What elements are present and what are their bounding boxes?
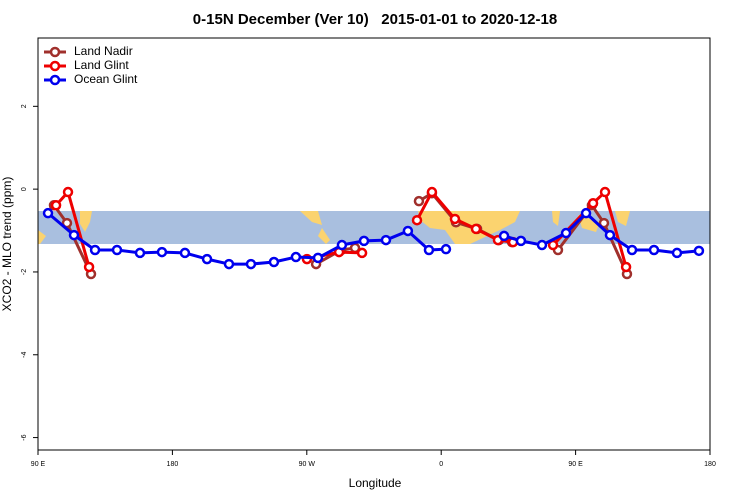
data-point — [83, 261, 95, 273]
x-tick-label: 0 — [439, 461, 443, 468]
data-point — [61, 217, 73, 229]
data-point — [201, 253, 213, 265]
plot-frame — [37, 37, 711, 451]
data-point — [423, 244, 435, 256]
data-point — [111, 244, 123, 256]
data-point — [134, 247, 146, 259]
data-point — [587, 197, 599, 209]
data-point — [89, 244, 101, 256]
data-point — [620, 261, 632, 273]
y-axis-label: XCO2 - MLO trend (ppm) — [0, 177, 14, 312]
data-point — [156, 246, 168, 258]
legend-marker — [49, 60, 61, 72]
data-point — [536, 239, 548, 251]
x-tick-label: 90 E — [568, 461, 583, 468]
data-point — [598, 217, 610, 229]
data-point — [356, 247, 368, 259]
data-point — [402, 225, 414, 237]
data-point — [449, 213, 461, 225]
data-point — [671, 247, 683, 259]
data-point — [268, 256, 280, 268]
legend-marker — [49, 46, 61, 58]
y-tick-label: 2 — [21, 104, 28, 108]
data-point — [50, 200, 62, 211]
data-point — [358, 235, 370, 247]
data-point — [179, 247, 191, 259]
data-point — [413, 195, 425, 207]
data-point — [312, 252, 324, 264]
data-point — [380, 234, 392, 246]
data-point — [245, 258, 257, 270]
data-point — [440, 243, 452, 255]
data-point — [580, 207, 592, 219]
data-point — [336, 239, 348, 251]
data-point — [560, 227, 572, 239]
data-point — [604, 229, 616, 241]
legend-label: Land Nadir — [74, 44, 133, 58]
legend-marker — [49, 74, 61, 86]
data-point — [515, 235, 527, 247]
chart-title: 0-15N December (Ver 10) 2015-01-01 to 20… — [193, 11, 557, 28]
data-point — [223, 258, 235, 270]
legend-label: Ocean Glint — [74, 72, 138, 86]
x-tick-label: 180 — [167, 461, 179, 468]
data-point — [42, 207, 54, 219]
data-point — [470, 223, 482, 235]
data-point — [626, 244, 638, 256]
y-tick-label: -2 — [21, 269, 28, 275]
data-point — [411, 214, 423, 226]
x-tick-label: 180 — [704, 461, 716, 468]
legend-label: Land Glint — [74, 58, 129, 72]
data-point — [648, 244, 660, 256]
data-point — [599, 186, 611, 198]
data-point — [68, 229, 80, 241]
data-point — [426, 186, 438, 198]
data-point — [62, 186, 74, 198]
y-tick-label: 0 — [21, 187, 28, 191]
x-tick-label: 90 E — [31, 461, 46, 468]
y-tick-label: -6 — [21, 434, 28, 440]
y-tick-label: -4 — [21, 352, 28, 358]
data-point — [290, 251, 302, 263]
data-point — [498, 230, 510, 242]
data-point — [693, 245, 705, 257]
x-axis-label: Longitude — [349, 476, 402, 490]
x-tick-label: 90 W — [299, 461, 316, 468]
